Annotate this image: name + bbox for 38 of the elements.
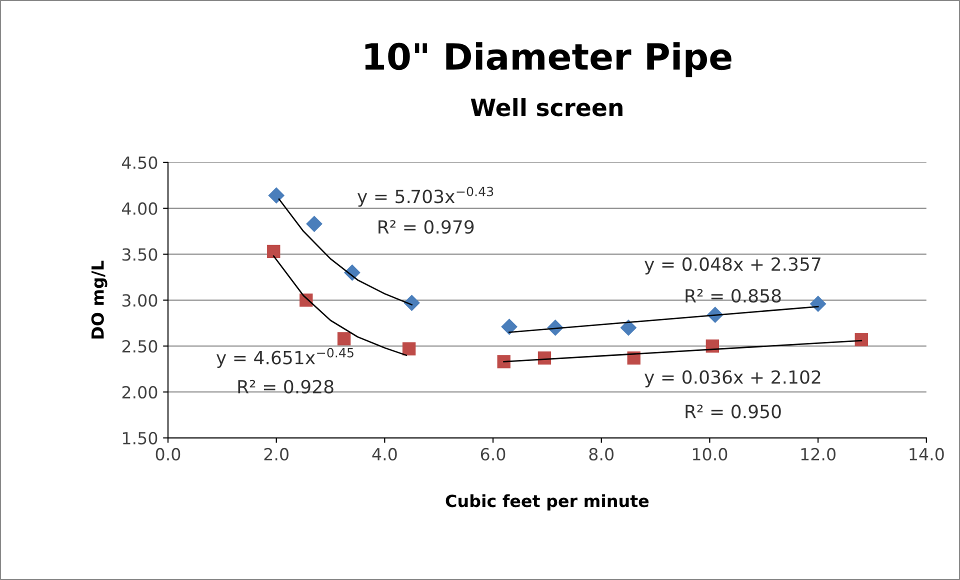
annotation: y = 0.048x + 2.357 [644,257,820,274]
annotation: y = 4.651x$^{−0.45}$ [216,348,354,368]
point [810,296,826,312]
x-axis-title: Cubic feet per minute [446,494,649,510]
point [402,342,416,356]
y-tick-label: 4.00 [122,202,158,215]
point [267,244,280,258]
point [404,294,420,312]
point [620,319,637,336]
annotation: y = 5.703x$^{−0.43}$ [358,186,494,207]
y-tick-label: 2.50 [122,340,158,353]
x-tick-label: 12.0 [801,448,836,461]
annotation: R² = 0.858 [686,288,781,303]
annotation: R² = 0.928 [238,380,334,394]
y-tick-label: 3.00 [122,294,158,307]
y-tick-label: 3.50 [122,248,158,261]
point [854,333,868,346]
chart-title: 10" Diameter Pipe [365,42,732,78]
x-tick-label: 2.0 [264,448,288,461]
annotation: R² = 0.979 [378,220,474,234]
x-tick-label: 10.0 [692,448,728,461]
point [337,332,351,346]
point [268,187,285,204]
point [501,318,518,335]
y-tick-label: 2.00 [122,386,158,399]
y-tick-label: 1.50 [123,432,158,444]
point [497,355,510,368]
y-tick-label: 4.50 [122,156,158,169]
y-axis-title: DO mg/L [91,260,108,339]
x-tick-label: 8.0 [589,448,614,461]
annotation: R² = 0.950 [686,404,781,418]
x-tick-label: 0.0 [156,448,180,461]
annotation: y = 0.036x + 2.102 [644,370,820,388]
chart-subtitle: Well screen [470,98,622,116]
point [306,216,322,232]
x-tick-label: 14.0 [910,448,944,461]
x-tick-label: 6.0 [480,448,506,461]
x-tick-label: 4.0 [372,448,397,461]
